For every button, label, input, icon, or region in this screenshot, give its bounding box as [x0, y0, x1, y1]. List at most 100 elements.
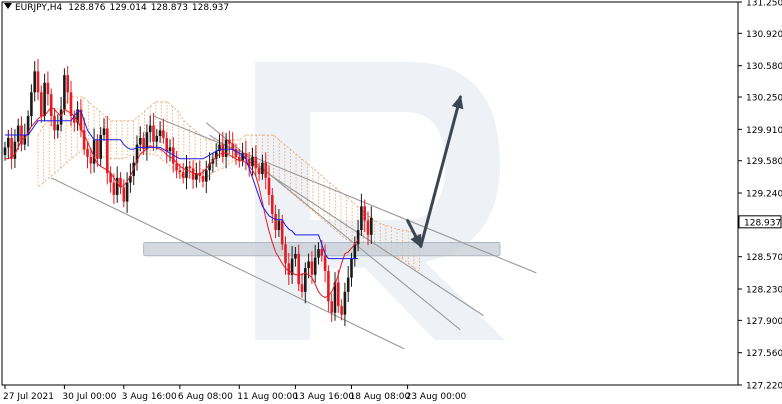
candle-body [181, 172, 185, 178]
y-tick-label: 127.560 [746, 349, 782, 359]
open-value: 128.876 [68, 3, 106, 13]
candle-body [165, 137, 168, 152]
x-tick-label: 30 Jul 00:00 [62, 392, 116, 402]
candle-body [310, 261, 314, 275]
price-axis[interactable]: 131.250 130.920 130.580 130.250 129.910 129.5… [738, 0, 782, 392]
candle-body [214, 151, 218, 159]
plot-border [1, 1, 739, 386]
candle-body [191, 168, 195, 180]
candle-body [63, 75, 66, 110]
candle-body [188, 166, 192, 169]
cloud-lower-span [37, 148, 420, 272]
candle-body [56, 124, 60, 131]
candle-body [297, 253, 300, 285]
candle-body [73, 116, 76, 123]
candle-body [135, 144, 139, 163]
candle-body [129, 175, 132, 183]
collapse-triangle-icon[interactable] [4, 3, 12, 9]
candle-body [320, 249, 324, 256]
candle-body [218, 144, 221, 152]
candle-body [82, 130, 86, 150]
candle-body [69, 92, 73, 117]
high-value: 129.014 [109, 3, 147, 13]
candle-body [3, 147, 7, 156]
candle-body [271, 194, 274, 214]
candle-body [208, 163, 211, 171]
candle-body [340, 306, 343, 315]
candle-body [224, 139, 228, 157]
candle-body [92, 139, 96, 164]
y-tick-label: 129.240 [746, 190, 782, 200]
candle-body [317, 249, 320, 258]
symbol-timeframe: EURJPY,H4 [15, 3, 63, 13]
y-tick-label: 128.230 [746, 286, 782, 296]
candle-body [284, 244, 287, 264]
candle-body [343, 291, 347, 315]
candle-body [363, 206, 366, 221]
chart-header: EURJPY,H4 128.876 129.014 128.873 128.937 [4, 3, 233, 13]
y-tick-label: 129.910 [746, 126, 782, 136]
candle-body [115, 177, 119, 195]
y-tick-label: 129.580 [746, 157, 782, 167]
forecast-arrows [406, 95, 464, 249]
candle-body [40, 92, 43, 117]
candle-body [89, 156, 93, 164]
candle-body [195, 173, 198, 180]
candle-body [353, 244, 357, 259]
current-price-label: 128.937 [744, 218, 781, 228]
candle-body [168, 147, 172, 152]
candle-body [43, 82, 46, 117]
candle-body [30, 92, 33, 117]
candle-body [66, 75, 69, 93]
candle-body [221, 144, 225, 157]
candle-body [267, 177, 271, 195]
x-tick-label: 23 Aug 00:00 [406, 392, 467, 402]
candle-body [175, 163, 178, 171]
candle-body [125, 182, 129, 202]
candle-body [264, 162, 267, 178]
candle-body [287, 263, 291, 275]
candle-body [139, 137, 142, 145]
candle-body [99, 135, 102, 159]
candle-body [185, 166, 188, 178]
trend-line [50, 177, 405, 350]
candle-body [304, 268, 307, 292]
candle-body [313, 257, 317, 275]
y-tick-label: 127.220 [746, 382, 782, 392]
candle-body [337, 282, 340, 307]
candle-body [59, 109, 63, 125]
candle-body [254, 156, 258, 169]
candle-body [112, 182, 116, 195]
y-tick-label: 128.570 [746, 253, 782, 263]
candle-body [33, 71, 36, 93]
candle-body [366, 220, 370, 235]
candle-body [46, 82, 50, 95]
y-tick-label: 130.580 [746, 62, 782, 72]
candle-body [257, 168, 261, 175]
candle-body [360, 206, 363, 231]
forecast-arrow-down-head [410, 233, 422, 249]
x-tick-label: 11 Aug 00:00 [237, 392, 298, 402]
candle-body [49, 94, 53, 117]
x-tick-label: 27 Jul 2021 [3, 392, 54, 402]
candle-body [323, 255, 327, 271]
forecast-arrow-up-head [451, 95, 464, 110]
candle-body [142, 137, 145, 150]
y-tick-label: 130.920 [746, 30, 782, 40]
candle-body [23, 135, 27, 145]
candle-body [333, 282, 337, 313]
candle-body [76, 109, 79, 123]
close-value: 128.937 [191, 3, 230, 13]
x-tick-label: 13 Aug 16:00 [293, 392, 354, 402]
candle-body [294, 253, 297, 259]
candle-body [290, 258, 294, 275]
trend-line [205, 122, 461, 331]
candle-body [10, 137, 13, 159]
time-axis[interactable]: 27 Jul 2021 30 Jul 00:00 3 Aug 16:00 6 Aug … [3, 385, 467, 402]
candle-body [274, 213, 277, 231]
candle-body [231, 143, 234, 150]
x-tick-label: 6 Aug 08:00 [178, 392, 233, 402]
trend-line [153, 115, 537, 274]
candle-body [7, 137, 10, 148]
